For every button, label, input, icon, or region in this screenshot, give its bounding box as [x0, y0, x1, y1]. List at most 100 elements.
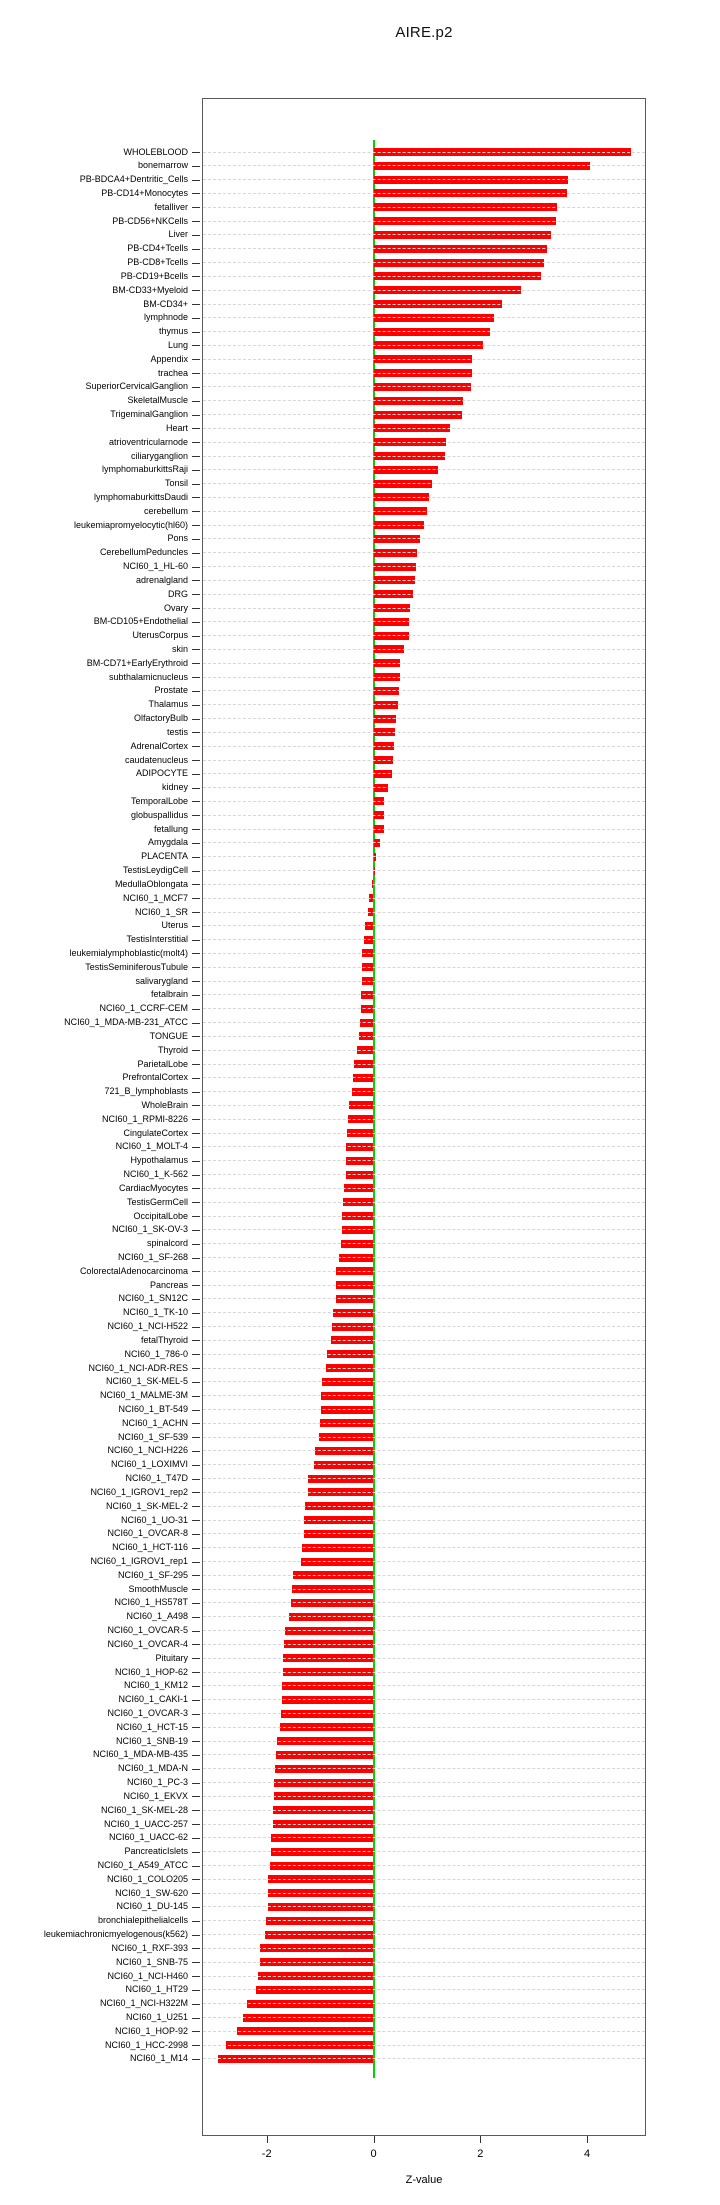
gridline — [203, 1602, 645, 1604]
row-tick — [192, 1561, 200, 1563]
x-axis-tick — [266, 2136, 268, 2143]
gridline — [203, 1726, 645, 1728]
row-tick — [192, 1354, 200, 1356]
zero-line — [373, 140, 375, 2078]
row-tick — [192, 497, 200, 499]
bar-label: globuspallidus — [130, 809, 188, 820]
gridline — [203, 1574, 645, 1576]
row-tick — [192, 1920, 200, 1922]
row-tick — [192, 953, 200, 955]
row-tick — [192, 690, 200, 692]
row-tick — [192, 1326, 200, 1328]
gridline — [203, 344, 645, 346]
bar-label: NCI60_1_OVCAR-5 — [107, 1625, 188, 1636]
gridline — [203, 1478, 645, 1480]
chart-title: AIRE.p2 — [395, 24, 453, 41]
row-tick — [192, 1824, 200, 1826]
gridline — [203, 496, 645, 498]
bar-label: subthalamicnucleus — [108, 671, 188, 682]
bar-label: NCI60_1_SK-MEL-2 — [105, 1500, 188, 1511]
bar-label: NCI60_1_NCI-H460 — [107, 1970, 188, 1981]
gridline — [203, 2030, 645, 2032]
bar-label: NCI60_1_SNB-19 — [115, 1735, 188, 1746]
gridline — [203, 1409, 645, 1410]
bar-label: Pons — [167, 533, 188, 544]
row-tick — [192, 594, 200, 596]
bar-label: spinalcord — [146, 1238, 188, 1249]
row-tick — [192, 1506, 200, 1508]
bar-label: PB-CD4+Tcells — [127, 243, 188, 254]
bar-label: PancreaticIslets — [124, 1846, 188, 1857]
gridline — [203, 1201, 645, 1203]
bar-label: NCI60_1_MDA-MB-435 — [92, 1749, 188, 1760]
row-tick — [192, 152, 200, 153]
row-tick — [192, 276, 200, 278]
row-tick — [192, 870, 200, 872]
gridline — [203, 248, 645, 250]
gridline — [203, 165, 645, 167]
row-tick — [192, 538, 200, 540]
row-tick — [192, 1077, 200, 1079]
row-tick — [192, 525, 200, 527]
row-tick — [192, 1962, 200, 1964]
gridline — [203, 358, 645, 360]
bar-label: Uterus — [161, 920, 188, 931]
row-tick — [192, 2045, 200, 2047]
bar-label: ciliaryganglion — [130, 450, 188, 461]
gridline — [203, 1754, 645, 1756]
gridline — [203, 676, 645, 678]
row-tick — [192, 898, 200, 900]
row-tick — [192, 1478, 200, 1480]
gridline — [203, 469, 645, 471]
gridline — [203, 566, 645, 568]
gridline — [203, 1851, 645, 1853]
gridline — [203, 579, 645, 581]
row-tick — [192, 1893, 200, 1895]
row-tick — [192, 1851, 200, 1853]
bar-label: thymus — [158, 326, 188, 337]
row-tick — [192, 1492, 200, 1494]
row-tick — [192, 179, 200, 181]
gridline — [203, 1450, 645, 1452]
row-tick — [192, 635, 200, 637]
row-tick — [192, 732, 200, 734]
bar-label: NCI60_1_MALME-3M — [99, 1390, 188, 1401]
row-tick — [192, 1782, 200, 1784]
gridline — [203, 372, 645, 374]
row-tick — [192, 1865, 200, 1867]
gridline — [203, 179, 645, 181]
row-tick — [192, 428, 200, 430]
row-tick — [192, 234, 200, 236]
bar-label: NCI60_1_DU-145 — [116, 1901, 188, 1912]
gridline — [203, 2058, 645, 2060]
row-tick — [192, 1395, 200, 1397]
row-tick — [192, 2031, 200, 2033]
gridline — [203, 1561, 645, 1563]
bar-label: NCI60_1_M14 — [129, 2053, 188, 2064]
row-tick — [192, 925, 200, 927]
gridline — [203, 1505, 645, 1507]
row-tick — [192, 704, 200, 706]
row-tick — [192, 801, 200, 803]
bar-label: Appendix — [150, 353, 188, 364]
gridline — [203, 1657, 645, 1659]
gridline — [203, 1270, 645, 1272]
bar-label: WHOLEBLOOD — [123, 146, 188, 157]
gridline — [203, 1975, 645, 1977]
gridline — [203, 1464, 645, 1466]
gridline — [203, 2003, 645, 2005]
row-tick — [192, 1216, 200, 1218]
gridline — [203, 731, 645, 733]
bar-label: PrefrontalCortex — [122, 1072, 188, 1083]
gridline — [203, 1353, 645, 1355]
gridline — [203, 814, 645, 816]
row-tick — [192, 1989, 200, 1991]
row-tick — [192, 1119, 200, 1121]
bar-label: NCI60_1_786-0 — [124, 1348, 188, 1359]
row-tick — [192, 1616, 200, 1618]
bar-label: DRG — [168, 588, 188, 599]
gridline — [203, 773, 645, 775]
bar-label: lymphomaburkittsDaudi — [93, 491, 188, 502]
row-tick — [192, 608, 200, 610]
row-tick — [192, 1464, 200, 1466]
